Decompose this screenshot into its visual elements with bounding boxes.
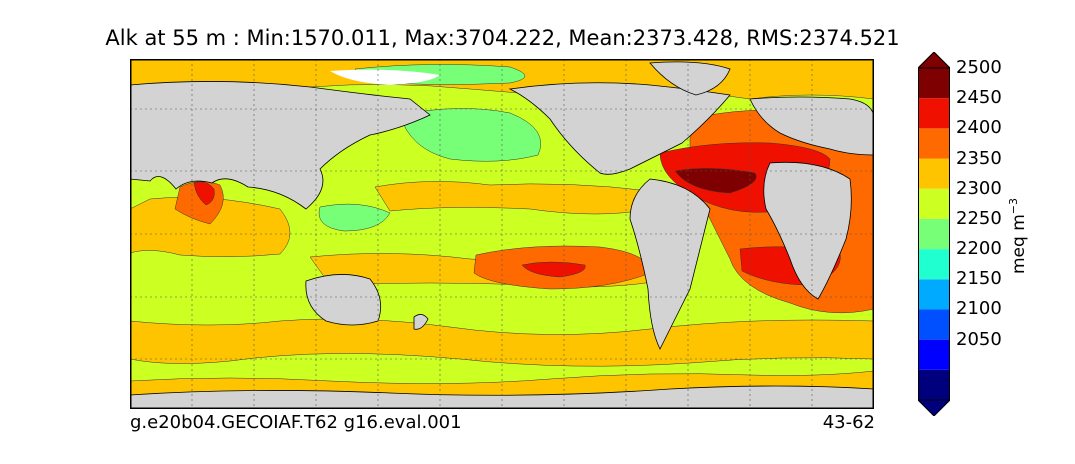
colorbar-swatch	[918, 369, 950, 400]
npac-2250	[399, 108, 542, 162]
colorbar-tick-label: 2100	[956, 298, 1002, 320]
colorbar-bottom-arrow	[918, 399, 950, 416]
colorbar-swatch	[918, 279, 950, 310]
colorbar-tick-label: 2350	[956, 147, 1002, 169]
colorbar-tick-label: 2150	[956, 268, 1002, 290]
colorbar-swatch	[918, 249, 950, 280]
colorbar-swatch	[918, 218, 950, 250]
land-africa	[763, 161, 852, 300]
colorbar	[918, 52, 950, 416]
land-antarctica	[130, 385, 874, 409]
land-south-america	[629, 178, 711, 350]
land-greenland	[649, 61, 731, 96]
colorbar-tick-label: 2200	[956, 238, 1002, 260]
arctic-ice	[330, 69, 440, 85]
colorbar-units-label: meq m−3	[1007, 198, 1029, 274]
map-plot	[130, 59, 874, 409]
run-name: g.e20b04.GECOIAF.T62 g16.eval.001	[130, 412, 462, 433]
colorbar-swatch	[918, 158, 950, 189]
colorbar-tick-label: 2250	[956, 207, 1002, 229]
indonesia-2250	[318, 203, 391, 232]
colorbar-swatch	[918, 98, 950, 129]
colorbar-swatch	[918, 68, 950, 99]
bengal-2450	[193, 181, 215, 206]
colorbar-swatch	[918, 188, 950, 219]
land-north-america	[508, 82, 731, 175]
colorbar-swatch	[918, 309, 950, 340]
colorbar-top-arrow	[918, 52, 950, 69]
atlantic-2500	[674, 168, 757, 194]
land-asia	[130, 81, 431, 210]
year-range: 43-62	[822, 412, 875, 433]
colorbar-tick-label: 2400	[956, 117, 1002, 139]
colorbar-tick-label: 2050	[956, 328, 1002, 350]
south-pacific-2450	[521, 261, 586, 278]
indian-2350	[130, 197, 291, 258]
colorbar-swatch	[918, 339, 950, 370]
land-europe	[749, 96, 874, 156]
plot-title: Alk at 55 m : Min:1570.011, Max:3704.222…	[105, 26, 900, 50]
colorbar-tick-label: 2450	[956, 87, 1002, 109]
colorbar-tick-label: 2500	[956, 57, 1002, 78]
colorbar-swatch	[918, 128, 950, 159]
land-new-zealand	[413, 314, 429, 330]
colorbar-tick-label: 2300	[956, 177, 1002, 199]
